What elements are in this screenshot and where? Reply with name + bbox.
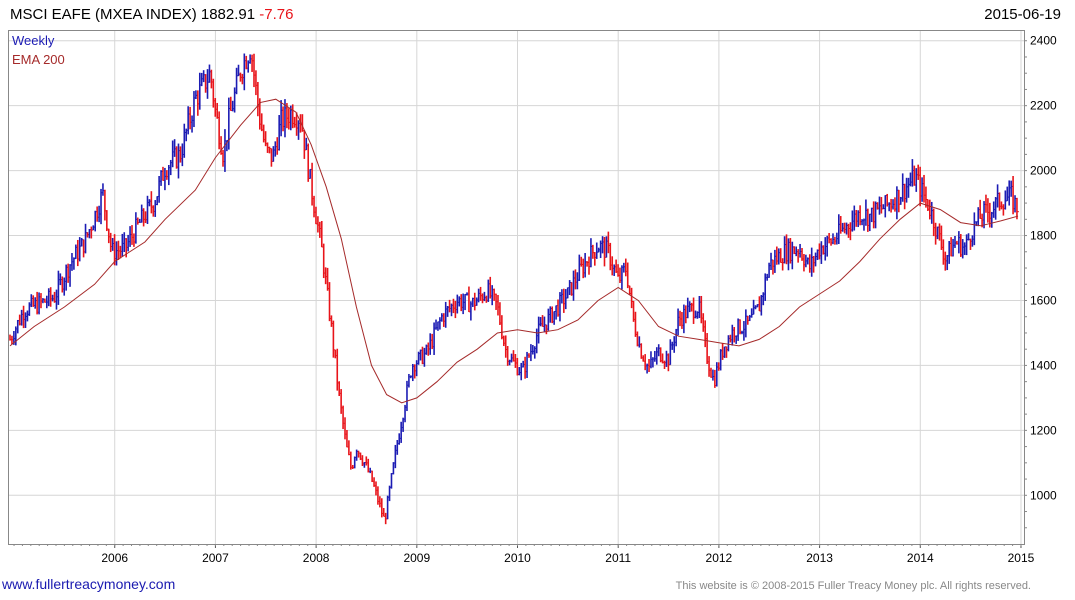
chart-title: MSCI EAFE (MXEA INDEX) 1882.91 -7.76 [10, 6, 293, 23]
grid [9, 31, 1024, 544]
weekly-bars [9, 53, 1019, 525]
x-tick-label: 2014 [907, 551, 934, 565]
footer-link[interactable]: www.fullertreacymoney.com [2, 576, 176, 592]
change-value: -7.76 [259, 6, 294, 23]
y-tick-label: 1800 [1030, 229, 1057, 243]
y-tick-label: 1200 [1030, 423, 1057, 437]
x-tick-label: 2012 [706, 551, 733, 565]
title-text: MSCI EAFE (MXEA INDEX) 1882.91 [10, 6, 256, 23]
x-tick-label: 2010 [504, 551, 531, 565]
ema-200-line [9, 98, 1019, 404]
plot-frame [8, 30, 1025, 545]
y-tick-label: 2200 [1030, 99, 1057, 113]
x-tick-label: 2006 [101, 551, 128, 565]
y-tick-label: 2000 [1030, 164, 1057, 178]
x-tick-label: 2007 [202, 551, 229, 565]
y-tick-label: 2400 [1030, 34, 1057, 48]
legend-weekly: Weekly [12, 33, 55, 48]
x-tick-label: 2009 [403, 551, 430, 565]
legend-ema: EMA 200 [12, 52, 65, 67]
copyright-text: This website is © 2008-2015 Fuller Treac… [675, 580, 1031, 592]
y-tick-label: 1600 [1030, 293, 1057, 307]
x-tick-label: 2015 [1008, 551, 1035, 565]
x-tick-label: 2011 [605, 551, 631, 565]
x-tick-label: 2008 [303, 551, 330, 565]
chart-date: 2015-06-19 [984, 6, 1061, 23]
y-tick-label: 1000 [1030, 488, 1057, 502]
y-tick-label: 1400 [1030, 358, 1057, 372]
axis-ticks: 1000 1200 1400 1600 1800 2000 2200 2400 2006 2007… [13, 34, 1057, 565]
x-tick-label: 2013 [806, 551, 833, 565]
ema-line [9, 98, 1019, 404]
